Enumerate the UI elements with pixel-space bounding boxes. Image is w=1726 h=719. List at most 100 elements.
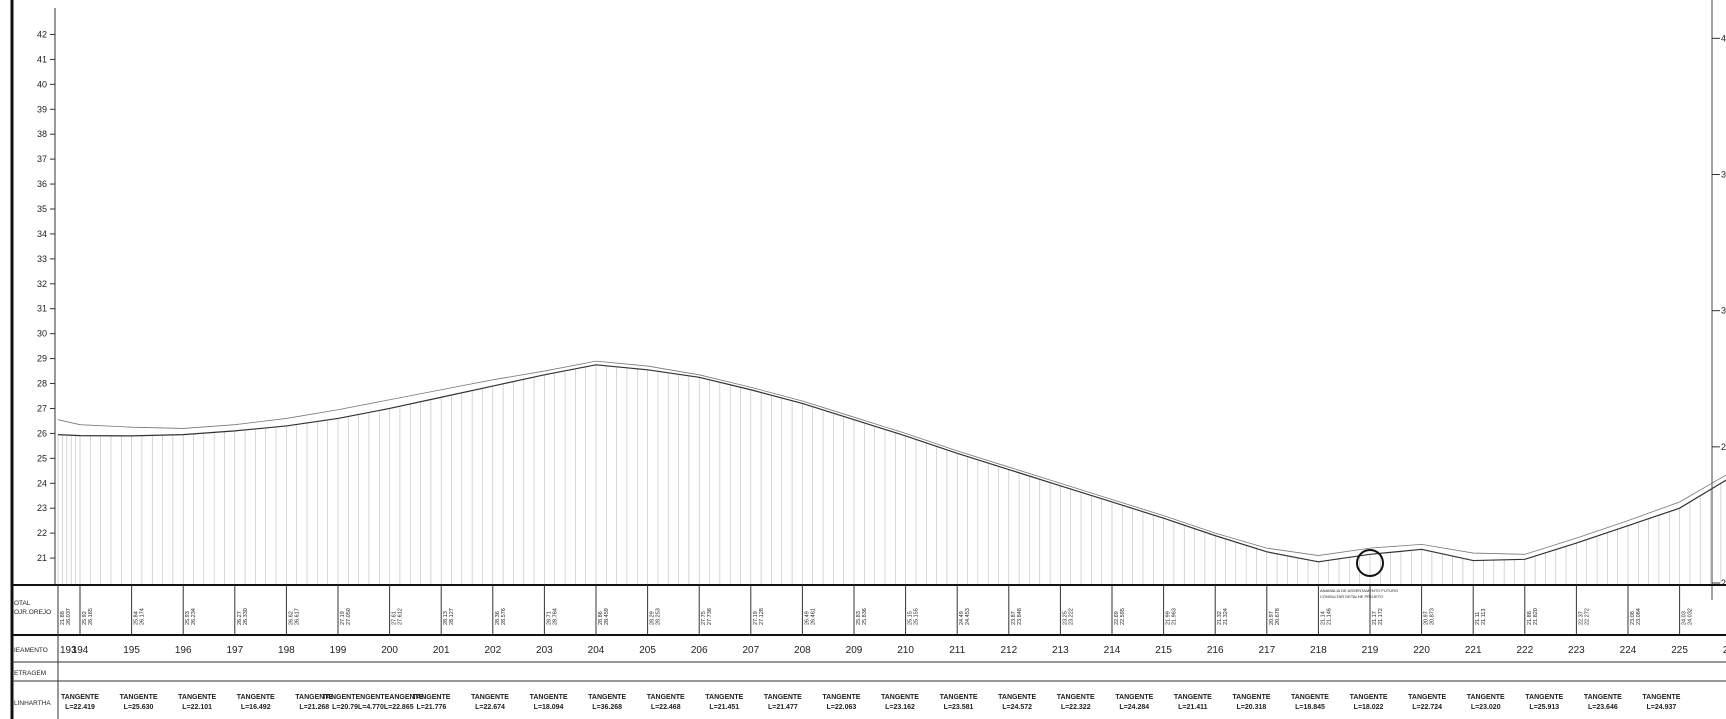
annotation-circle: [1356, 549, 1384, 577]
elevation-value: 22.69: [1114, 611, 1120, 625]
stake-label: 193: [60, 645, 77, 656]
segment-length: L=21.776: [417, 704, 447, 711]
alignment-segment: TANGENTE L=22.419: [61, 694, 99, 711]
segment-type: TANGENTE: [1467, 694, 1505, 701]
segment-length: L=25.630: [124, 704, 154, 711]
elevation-value: 27.75: [701, 611, 707, 625]
elevation-value: 28.576: [501, 608, 507, 625]
stake-label: 199: [330, 645, 347, 656]
segment-length: L=23.020: [1471, 704, 1501, 711]
elevation-value: 28.459: [604, 608, 610, 625]
elevation-value: 27.61: [392, 611, 398, 625]
alignment-segment: TANGENTE L=22.724: [1408, 694, 1446, 711]
stake-label: 215: [1155, 645, 1172, 656]
elevation-value: 23.08: [1630, 611, 1636, 625]
stake-label: 195: [123, 645, 140, 656]
elevation-value: 26.27: [237, 611, 243, 625]
row-label-cota: OTAL: [14, 600, 31, 607]
segment-length: L=23.646: [1588, 704, 1618, 711]
elevation-value: 21.146: [1326, 608, 1332, 625]
alignment-segment: TANGENTE L=24.572: [998, 694, 1036, 711]
stake-label: 202: [484, 645, 501, 656]
elevation-values: 21.88 26.037 25.92 26.165 25.84 26.174 25.93 26…: [60, 608, 1694, 625]
elevation-value: 26.62: [288, 611, 294, 625]
elevation-value: 26.617: [294, 608, 300, 625]
annotation-marker: ANAMALIA DE ASSENTAMENTO FUTURO CONSULTA…: [1320, 549, 1398, 599]
segment-type: TANGENTE: [1525, 694, 1563, 701]
elevation-value: 21.32: [1217, 611, 1223, 625]
stake-label: 200: [381, 645, 398, 656]
alignment-segment: TANGENTE L=18.022: [1350, 694, 1388, 711]
elevation-value: 28.86: [598, 611, 604, 625]
segment-type: TANGENTE: [61, 694, 99, 701]
y-tick-label: 21: [37, 553, 47, 563]
segment-type: TANGENTE: [1057, 694, 1095, 701]
elevation-value: 21.11: [1475, 612, 1481, 625]
alignment-segment: TANGENTE L=22.101: [178, 694, 216, 711]
annotation-line-1: ANAMALIA DE ASSENTAMENTO FUTURO: [1320, 588, 1398, 593]
y-tick-label: 36: [37, 179, 47, 189]
segment-type: TANGENTE: [588, 694, 626, 701]
y-tick-label: 34: [37, 229, 47, 239]
segment-type: TANGENTE: [1584, 694, 1622, 701]
alignment-segment: TANGENTE L=16.492: [237, 694, 275, 711]
elevation-value: 24.49: [959, 611, 965, 625]
segment-type: TANGENTE: [237, 694, 275, 701]
segment-length: L=25.913: [1529, 704, 1559, 711]
alignment-segment: TANGENTE L=24.937: [1642, 694, 1680, 711]
stake-label: 207: [742, 645, 759, 656]
elevation-value: 21.17: [1372, 611, 1378, 625]
segment-length: L=24.937: [1647, 704, 1677, 711]
stake-label: 216: [1207, 645, 1224, 656]
table-row-labels: OTAL OJR.OREJO IEAMENTO ETRAGEM LINHARTH…: [14, 600, 51, 707]
y-tick-label: 35: [37, 204, 47, 214]
segment-length: L=21.268: [299, 704, 329, 711]
profile-line-1: [57, 364, 1726, 563]
alignment-segment: TANGENTENGENTEANGENTE L=20.79L=4.770L=22.…: [322, 694, 424, 711]
stake-label: 205: [639, 645, 656, 656]
y-tick-label: 32: [37, 279, 47, 289]
elevation-value: 28.29: [650, 611, 656, 625]
segment-length: L=20.79L=4.770L=22.865: [332, 704, 414, 711]
segment-length: L=22.674: [475, 704, 505, 711]
alignment-segment: TANGENTE L=21.411: [1174, 694, 1212, 711]
elevation-value: 21.99: [1166, 611, 1172, 625]
segment-length: L=24.572: [1002, 704, 1032, 711]
elevation-value: 28.13: [443, 611, 449, 625]
elevation-value: 21.820: [1533, 608, 1539, 625]
elevation-value: 22.272: [1584, 608, 1590, 625]
alignment-segment: TANGENTE L=22.674: [471, 694, 509, 711]
right-scale-axis: 40 35 30 25 20: [1712, 33, 1726, 588]
alignment-segment: TANGENTE L=21.451: [705, 694, 743, 711]
elevation-value: 28.71: [546, 611, 552, 625]
elevation-value: 22.37: [1578, 611, 1584, 625]
segment-type: TANGENTE: [1642, 694, 1680, 701]
elevation-value: 23.87: [1011, 611, 1017, 625]
elevation-value: 26.165: [88, 608, 94, 625]
profile-line-2: [57, 360, 1726, 556]
segment-type: TANGENTE: [120, 694, 158, 701]
alignment-segment: TANGENTE L=22.063: [822, 694, 860, 711]
segment-length: L=22.322: [1061, 704, 1091, 711]
stake-label: 198: [278, 645, 295, 656]
elevation-value: 25.84: [134, 611, 140, 625]
segment-type: TANGENTE: [881, 694, 919, 701]
alignment-segment: TANGENTE L=23.646: [1584, 694, 1622, 711]
alignment-segment: TANGENTE L=24.284: [1115, 694, 1153, 711]
alignment-segment: TANGENTE L=22.468: [647, 694, 685, 711]
y-tick-label: 25: [37, 453, 47, 463]
y-tick-label: 41: [37, 54, 47, 64]
segment-type: TANGENTENGENTEANGENTE: [322, 694, 424, 701]
elevation-value: 22.595: [1120, 608, 1126, 625]
stake-label: 214: [1104, 645, 1121, 656]
segment-type: TANGENTE: [764, 694, 802, 701]
stake-label: 220: [1413, 645, 1430, 656]
segment-length: L=23.581: [944, 704, 974, 711]
segment-type: TANGENTE: [822, 694, 860, 701]
stake-label: 208: [794, 645, 811, 656]
elevation-value: 28.127: [449, 608, 455, 625]
stake-label: 226: [1723, 645, 1726, 656]
segment-length: L=23.162: [885, 704, 915, 711]
y-tick-label: 40: [37, 79, 47, 89]
